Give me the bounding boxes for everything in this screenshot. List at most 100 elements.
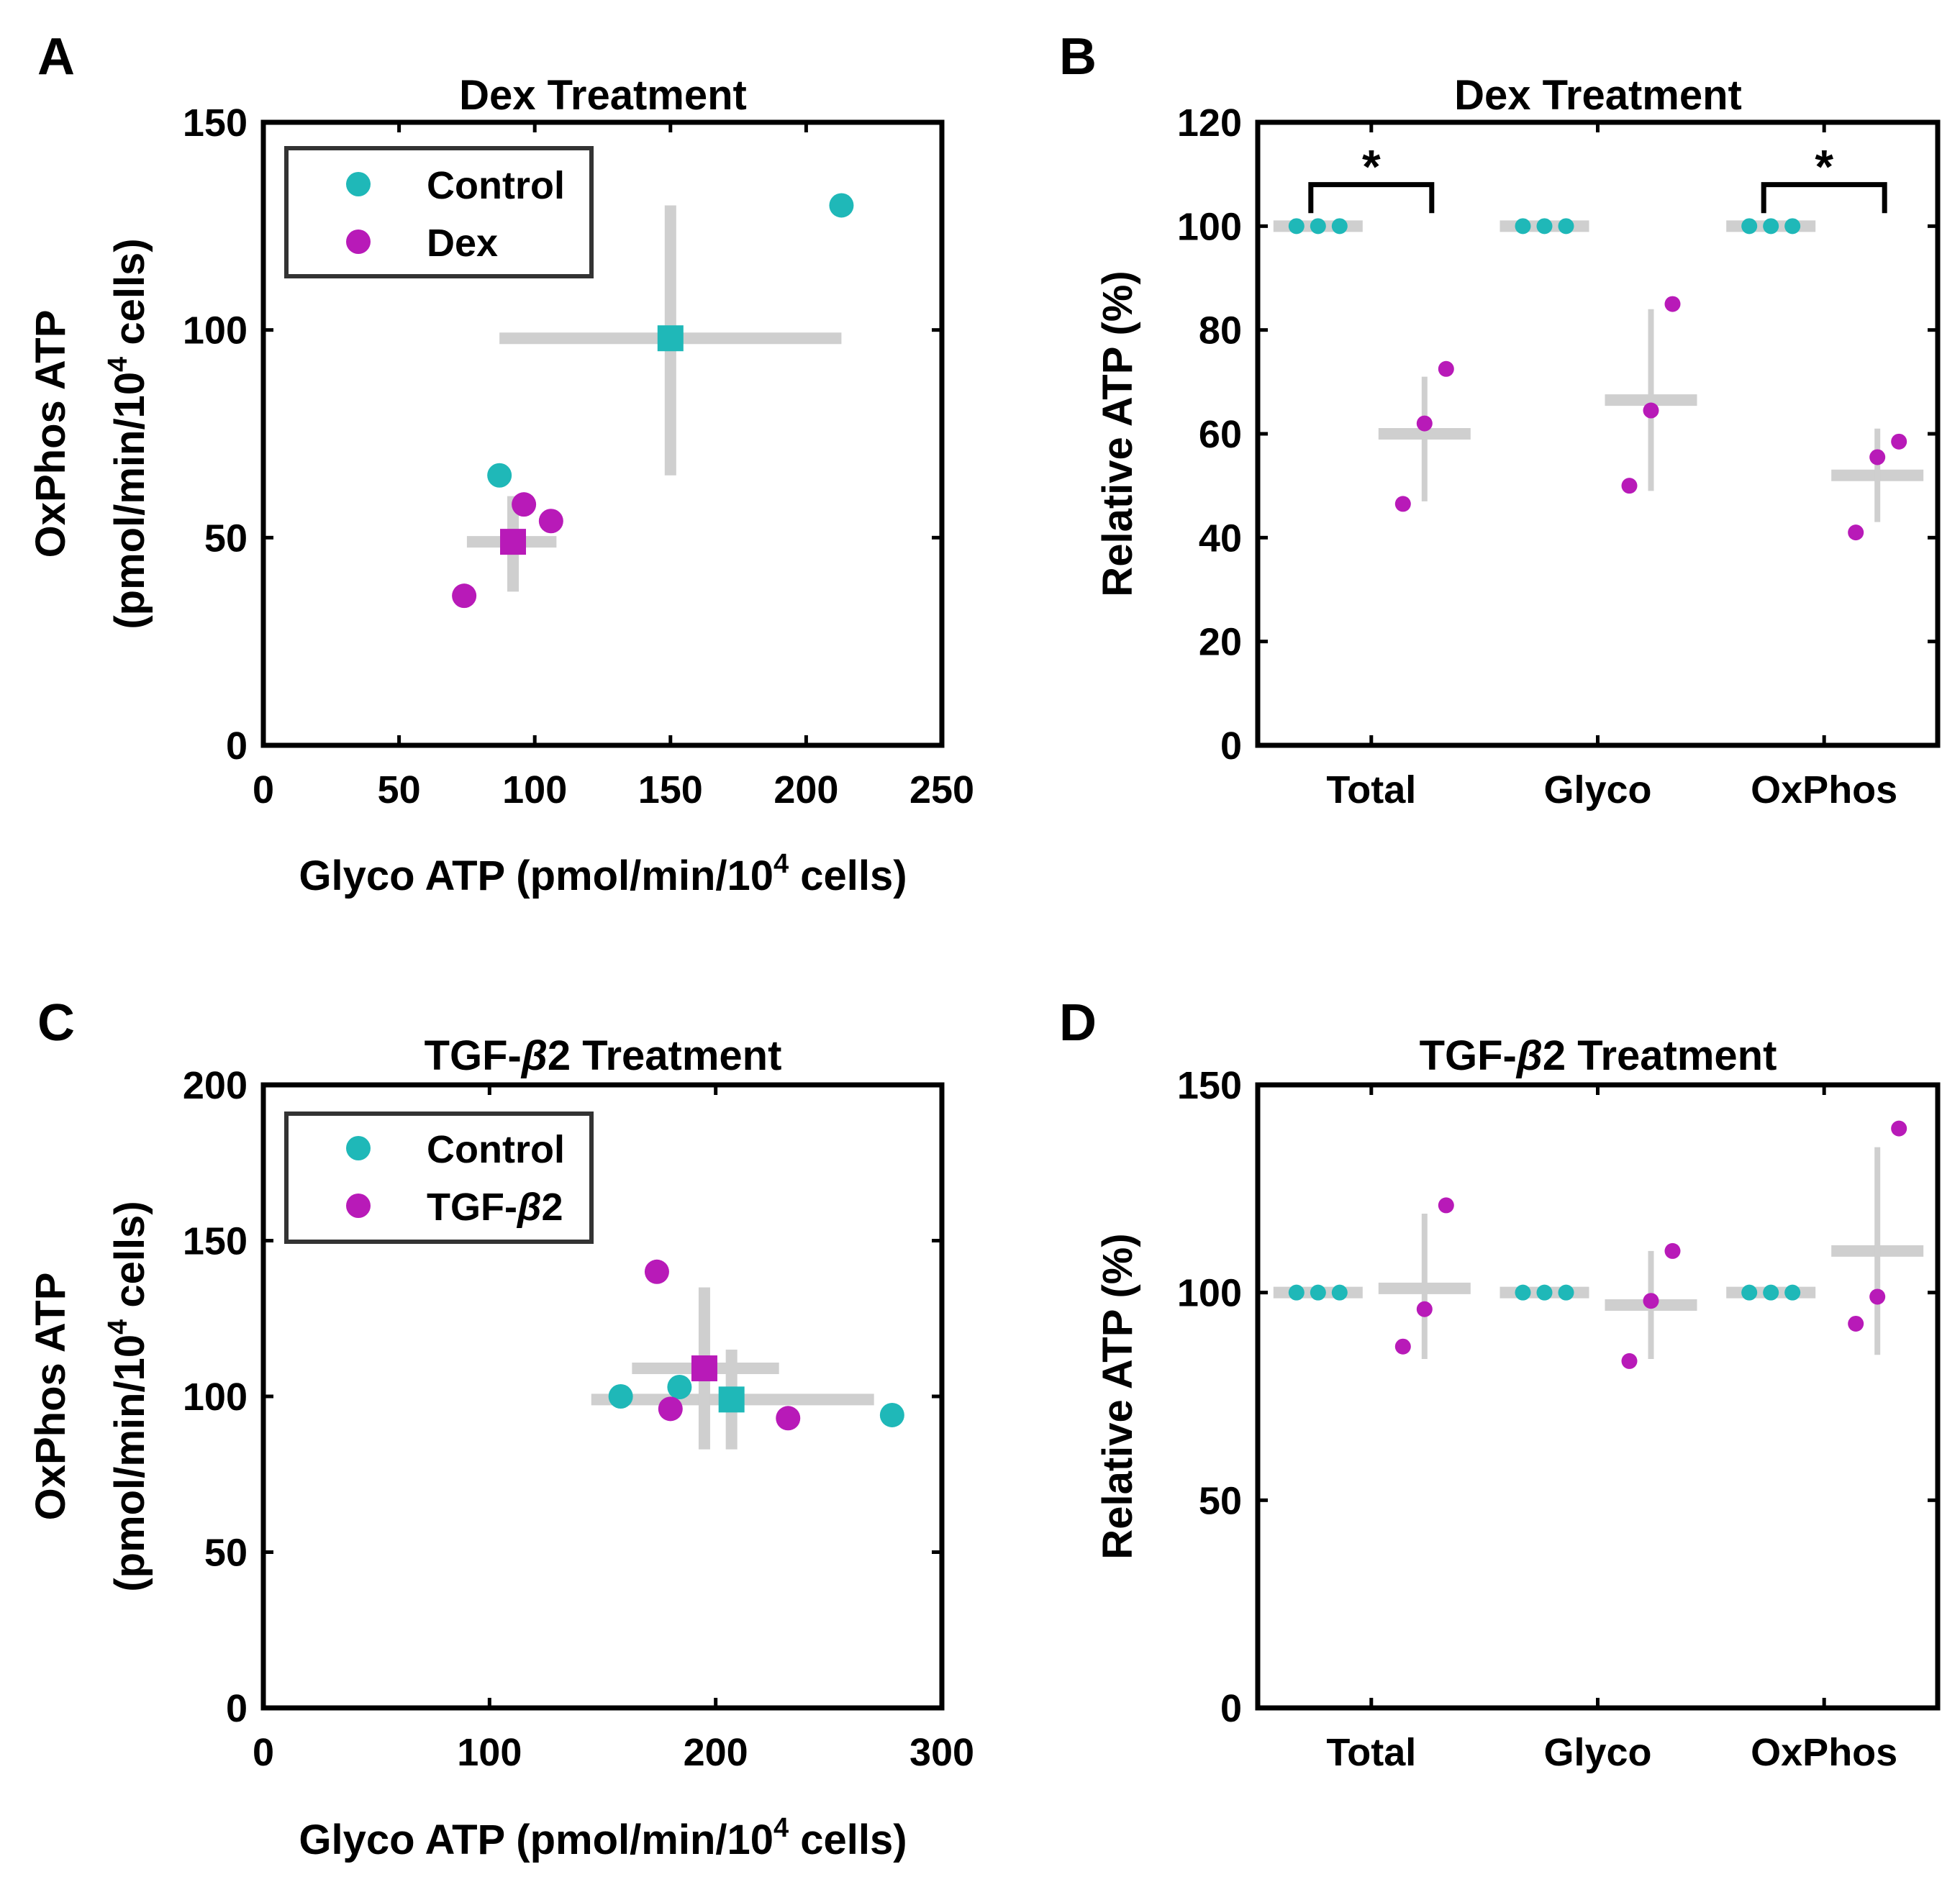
panel-letter-a: A	[37, 28, 75, 86]
treatment-point	[1664, 296, 1681, 312]
treatment-point	[1891, 1120, 1907, 1137]
panel-a-ylabel-line1: OxPhos ATP	[27, 310, 74, 558]
control-point	[1536, 1284, 1553, 1301]
control-point	[1741, 218, 1758, 235]
legend-tgf-label: TGF-β2	[427, 1186, 563, 1229]
x-tick-label: 100	[502, 768, 567, 812]
control-point	[1784, 218, 1801, 235]
panel-c-ticks: 0 100 200 300 0 50 100 150 200	[183, 1064, 974, 1774]
panel-b-ylabel: Relative ATP (%)	[1094, 271, 1141, 596]
panel-a-ticks: 0 50 100 150 200 250 0 50 100 150	[183, 101, 974, 812]
mean-marker	[691, 1355, 717, 1382]
panel-b-error-bars	[1273, 220, 1924, 522]
data-point	[667, 1375, 692, 1400]
control-point	[1515, 218, 1531, 235]
control-point	[1310, 218, 1326, 235]
treatment-point	[1643, 1293, 1659, 1309]
treatment-point	[1643, 402, 1659, 419]
legend-tgf-marker	[346, 1194, 371, 1218]
x-tick-label: Total	[1326, 1731, 1416, 1774]
x-tick-label: 100	[457, 1731, 522, 1774]
data-point	[658, 1396, 683, 1422]
data-point	[644, 1259, 669, 1284]
control-point	[1288, 218, 1305, 235]
x-tick-label: OxPhos	[1751, 768, 1897, 812]
data-point	[487, 463, 512, 488]
treatment-point	[1621, 1353, 1638, 1369]
panel-b-title: Dex Treatment	[1454, 72, 1742, 119]
legend-control-label: Control	[427, 1128, 565, 1171]
mean-marker	[500, 529, 527, 555]
control-point	[1331, 218, 1348, 235]
panel-d-error-bars	[1273, 1147, 1924, 1360]
y-tick-label: 150	[1177, 1064, 1242, 1107]
panel-a-ylabel-line2: (pmol/min/104 cells)	[103, 238, 153, 629]
panel-b: B Dex Treatment 0 20 40 60 80 100 120 Total Glyc…	[1059, 28, 1941, 812]
x-tick-label: 300	[909, 1731, 974, 1774]
y-tick-label: 100	[183, 1376, 248, 1419]
panel-d-axes-box	[1255, 1082, 1941, 1711]
y-tick-label: 100	[183, 309, 248, 353]
control-point	[1288, 1284, 1305, 1301]
x-tick-label: Glyco	[1543, 1731, 1651, 1774]
control-point	[1763, 1284, 1779, 1301]
treatment-point	[1416, 1301, 1433, 1317]
panel-letter-c: C	[37, 994, 75, 1052]
data-point	[538, 509, 563, 534]
treatment-point	[1394, 496, 1411, 512]
y-tick-label: 100	[1177, 205, 1242, 248]
treatment-point	[1848, 524, 1864, 541]
legend-control-marker	[346, 172, 371, 196]
panel-d-ylabel: Relative ATP (%)	[1094, 1233, 1141, 1559]
y-tick-label: 200	[183, 1064, 248, 1107]
significance-bracket	[1308, 182, 1435, 214]
x-tick-label: 250	[909, 768, 974, 812]
control-point	[1741, 1284, 1758, 1301]
y-tick-label: 50	[1199, 1479, 1242, 1522]
panel-a-xlabel: Glyco ATP (pmol/min/104 cells)	[299, 849, 907, 899]
y-tick-label: 0	[226, 724, 248, 768]
panel-b-ticks: 0 20 40 60 80 100 120 Total Glyco OxPhos	[1177, 101, 1938, 812]
panel-c-ylabel-line2: (pmol/min/104 cells)	[103, 1201, 153, 1591]
legend-control-marker	[346, 1136, 371, 1160]
panel-a-axes-box	[260, 119, 945, 748]
panel-c-ylabel-line1: OxPhos ATP	[27, 1273, 74, 1521]
mean-marker	[657, 325, 684, 352]
x-tick-label: 0	[253, 1731, 274, 1774]
treatment-point	[1664, 1242, 1681, 1259]
x-tick-label: 200	[773, 768, 838, 812]
panel-c-title: TGF-β2 Treatment	[425, 1032, 782, 1079]
panel-b-axes-box	[1255, 119, 1941, 748]
panel-a: A Dex Treatment 0 50 100 150 200 250 0 50 100 150…	[27, 28, 974, 899]
x-tick-label: 150	[638, 768, 703, 812]
panel-c-xlabel: Glyco ATP (pmol/min/104 cells)	[299, 1813, 907, 1863]
treatment-point	[1848, 1315, 1864, 1332]
x-tick-label: 0	[253, 768, 274, 812]
panel-d: D TGF-β2 Treatment 0 50 100 150 Total Glyco Ox…	[1059, 994, 1941, 1774]
panel-b-points	[1288, 218, 1907, 541]
panel-d-title: TGF-β2 Treatment	[1420, 1032, 1777, 1079]
panel-a-points	[452, 193, 854, 609]
y-tick-label: 40	[1199, 517, 1242, 560]
x-tick-label: Glyco	[1543, 768, 1651, 812]
legend-box	[284, 1112, 594, 1244]
legend-control-label: Control	[427, 164, 565, 207]
control-point	[1310, 1284, 1326, 1301]
y-tick-label: 150	[183, 101, 248, 145]
legend-dex-label: Dex	[427, 222, 498, 265]
y-tick-label: 0	[1220, 1687, 1242, 1730]
x-tick-label: 200	[684, 1731, 748, 1774]
treatment-point	[1394, 1338, 1411, 1355]
treatment-point	[1621, 478, 1638, 494]
x-tick-label: OxPhos	[1751, 1731, 1897, 1774]
control-point	[1331, 1284, 1348, 1301]
treatment-point	[1891, 433, 1907, 450]
panel-d-ticks: 0 50 100 150 Total Glyco OxPhos	[1177, 1064, 1938, 1774]
data-point	[829, 193, 854, 218]
y-tick-label: 100	[1177, 1272, 1242, 1315]
panel-d-points	[1288, 1120, 1907, 1369]
legend-box	[284, 146, 594, 278]
panel-letter-b: B	[1059, 28, 1097, 86]
panel-c-error-bars	[591, 1287, 874, 1450]
